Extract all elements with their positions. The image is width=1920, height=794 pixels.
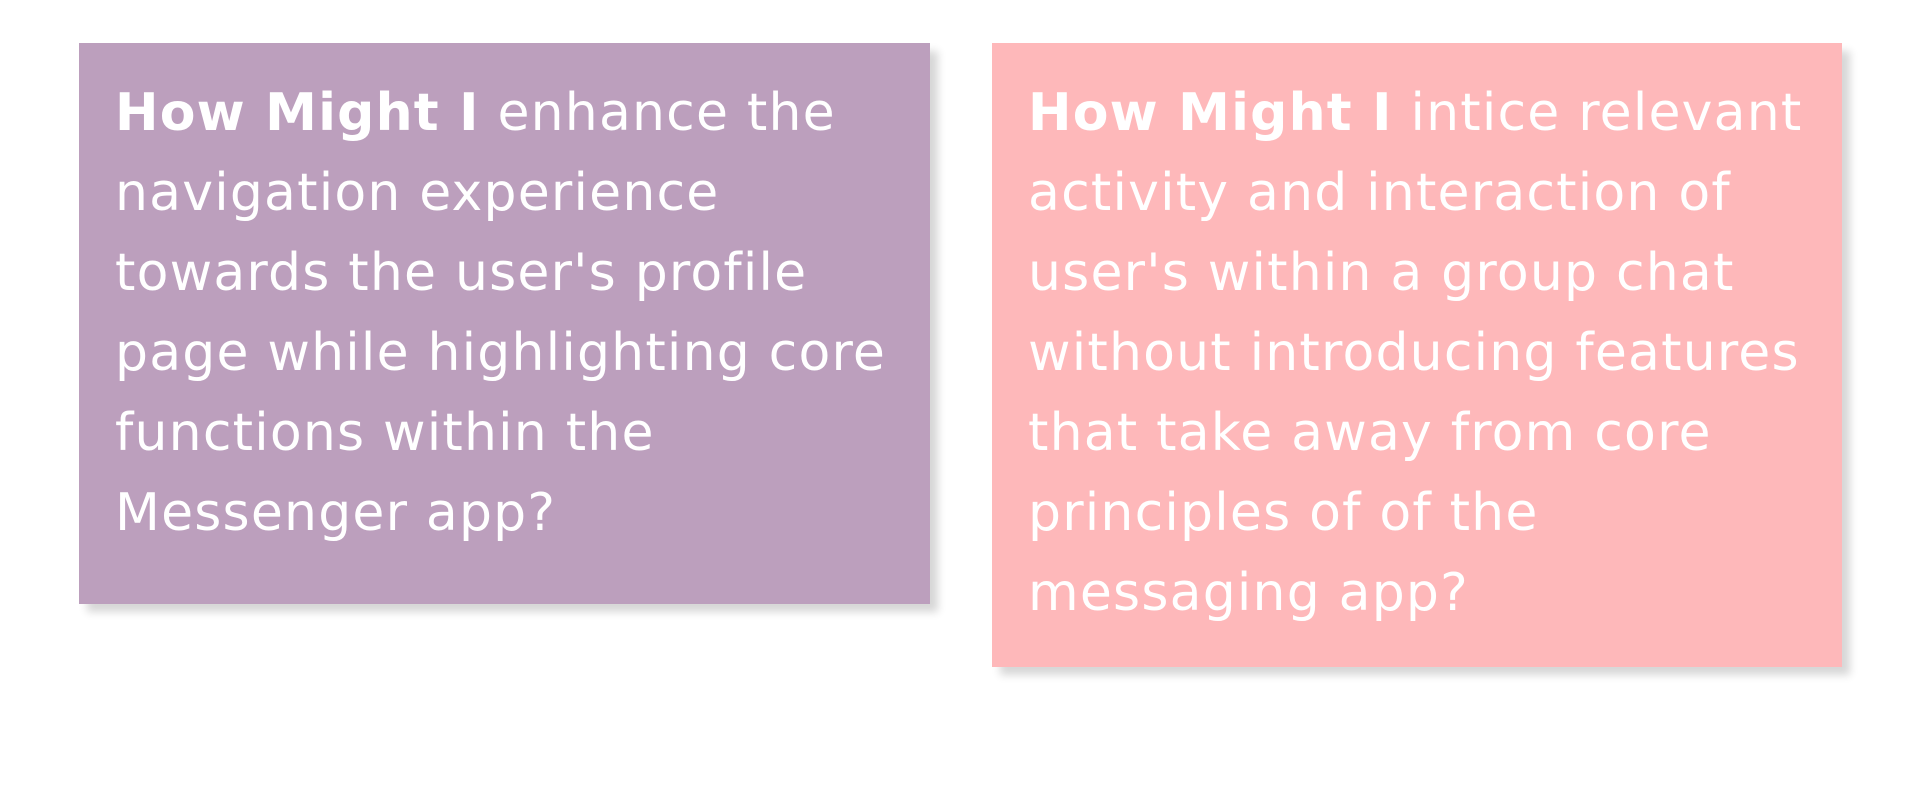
card-body: intice relevant activity and interaction… xyxy=(1028,83,1803,623)
card-lead: How Might I xyxy=(115,83,480,143)
card-body: enhance the navigation experience toward… xyxy=(115,83,887,543)
hmw-card-navigation: How Might I enhance the navigation exper… xyxy=(79,43,930,604)
card-lead: How Might I xyxy=(1028,83,1393,143)
card-text: How Might I intice relevant activity and… xyxy=(1028,73,1806,633)
hmw-card-group-chat: How Might I intice relevant activity and… xyxy=(992,43,1842,667)
card-text: How Might I enhance the navigation exper… xyxy=(115,73,894,553)
